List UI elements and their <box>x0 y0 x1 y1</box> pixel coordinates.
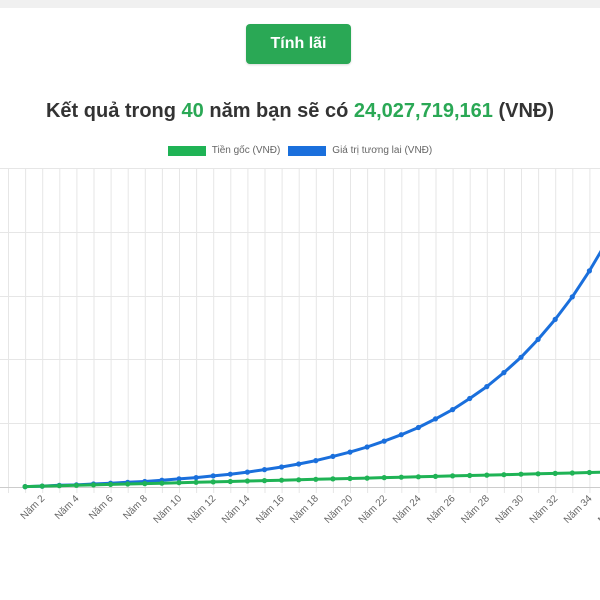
chart-points <box>22 268 593 490</box>
result-amount: 24,027,719,161 <box>353 100 493 122</box>
data-point-principal <box>296 477 302 483</box>
data-point-future-value <box>432 416 439 422</box>
data-point-future-value <box>193 475 199 481</box>
x-tick-label: Năm 8 <box>121 493 150 522</box>
x-tick-label: Năm 18 <box>288 493 321 526</box>
growth-chart: Năm 2 Năm 4 Năm 6 Năm 8 Năm 10 Năm 12 Năm 14 Nă… <box>0 168 600 526</box>
x-tick-label: Năm 16 <box>254 493 287 526</box>
data-point-future-value <box>313 458 319 464</box>
data-point-principal <box>586 469 593 476</box>
data-point-principal <box>415 474 421 480</box>
x-tick-label: Năm 32 <box>528 493 561 526</box>
data-point-principal <box>176 480 182 486</box>
result-years: 40 <box>181 100 204 122</box>
legend-label-future-value: Giá trị tương lai (VNĐ) <box>332 145 433 156</box>
data-point-future-value <box>552 316 558 322</box>
data-point-principal <box>22 484 28 490</box>
x-tick-label: Năm 6 <box>87 493 116 522</box>
calculate-button[interactable]: Tính lãi <box>246 24 351 64</box>
x-tick-label: Năm 36 <box>596 493 600 526</box>
data-point-future-value <box>484 384 490 390</box>
data-point-principal <box>432 473 439 479</box>
data-point-future-value <box>398 432 404 438</box>
data-point-principal <box>279 477 285 483</box>
data-point-future-value <box>279 464 285 470</box>
x-tick-label: Năm 28 <box>459 493 492 526</box>
legend-item-principal[interactable]: Tiền gốc (VNĐ) <box>167 145 281 156</box>
data-point-future-value <box>330 453 336 459</box>
data-point-principal <box>142 481 148 487</box>
data-point-principal <box>450 473 456 479</box>
legend-item-future-value[interactable]: Giá trị tương lai (VNĐ) <box>288 145 432 156</box>
data-point-future-value <box>415 424 421 431</box>
data-point-future-value <box>569 294 575 300</box>
x-tick-label: Năm 12 <box>186 493 219 526</box>
chart-legend: Tiền gốc (VNĐ) Giá trị tương lai (VNĐ) <box>0 145 600 156</box>
result-currency: (VNĐ) <box>498 100 554 122</box>
data-point-principal <box>518 471 524 477</box>
data-point-principal <box>39 483 45 489</box>
data-point-future-value <box>467 395 473 402</box>
legend-swatch-future-value <box>288 145 327 156</box>
chart-x-ticks: Năm 2 Năm 4 Năm 6 Năm 8 Năm 10 Năm 12 Năm 14 Nă… <box>19 493 600 526</box>
data-point-principal <box>193 479 199 485</box>
top-bar <box>0 0 600 8</box>
chart-grid <box>0 168 600 493</box>
data-point-principal <box>535 471 541 477</box>
data-point-principal <box>73 482 79 488</box>
x-tick-label: Năm 30 <box>494 493 527 526</box>
data-point-future-value <box>227 471 233 477</box>
result-prefix: Kết quả trong <box>45 100 176 122</box>
result-middle: năm bạn sẽ có <box>209 100 349 122</box>
data-point-principal <box>90 482 97 488</box>
data-point-principal <box>467 472 473 479</box>
x-tick-label: Năm 24 <box>391 493 424 526</box>
data-point-principal <box>210 479 216 485</box>
data-point-principal <box>569 470 575 476</box>
x-tick-label: Năm 22 <box>357 493 390 526</box>
data-point-future-value <box>450 407 456 413</box>
data-point-future-value <box>364 444 370 450</box>
data-point-future-value <box>261 467 268 473</box>
data-point-future-value <box>296 461 302 467</box>
data-point-principal <box>108 481 114 487</box>
x-tick-label: Năm 26 <box>425 493 458 526</box>
data-point-principal <box>364 475 370 481</box>
data-point-principal <box>330 476 336 482</box>
legend-swatch-principal <box>167 145 206 156</box>
data-point-principal <box>347 475 353 482</box>
data-point-future-value <box>176 476 182 482</box>
x-tick-label: Năm 10 <box>152 493 185 526</box>
data-point-future-value <box>210 473 216 479</box>
data-point-future-value <box>244 469 250 475</box>
result-summary: Kết quả trong 40 năm bạn sẽ có 24,027,71… <box>0 100 600 123</box>
data-point-principal <box>552 470 558 476</box>
data-point-future-value <box>381 438 387 444</box>
data-point-principal <box>227 478 233 485</box>
x-tick-label: Năm 20 <box>323 493 356 526</box>
data-point-principal <box>313 476 319 482</box>
data-point-principal <box>501 472 507 478</box>
data-point-principal <box>56 483 62 489</box>
x-tick-label: Năm 4 <box>53 493 82 522</box>
x-tick-label: Năm 34 <box>562 493 595 526</box>
data-point-future-value <box>518 354 524 360</box>
data-point-principal <box>159 480 165 486</box>
x-tick-label: Năm 2 <box>19 493 48 522</box>
data-point-principal <box>125 481 131 487</box>
data-point-principal <box>381 475 387 481</box>
data-point-future-value <box>347 449 353 455</box>
x-tick-label: Năm 14 <box>220 493 253 526</box>
legend-label-principal: Tiền gốc (VNĐ) <box>211 145 281 156</box>
data-point-principal <box>398 474 404 480</box>
data-point-principal <box>484 472 490 478</box>
data-point-future-value <box>586 268 593 274</box>
data-point-future-value <box>501 370 507 376</box>
data-point-future-value <box>535 336 541 342</box>
data-point-principal <box>244 478 250 484</box>
data-point-principal <box>261 478 268 484</box>
